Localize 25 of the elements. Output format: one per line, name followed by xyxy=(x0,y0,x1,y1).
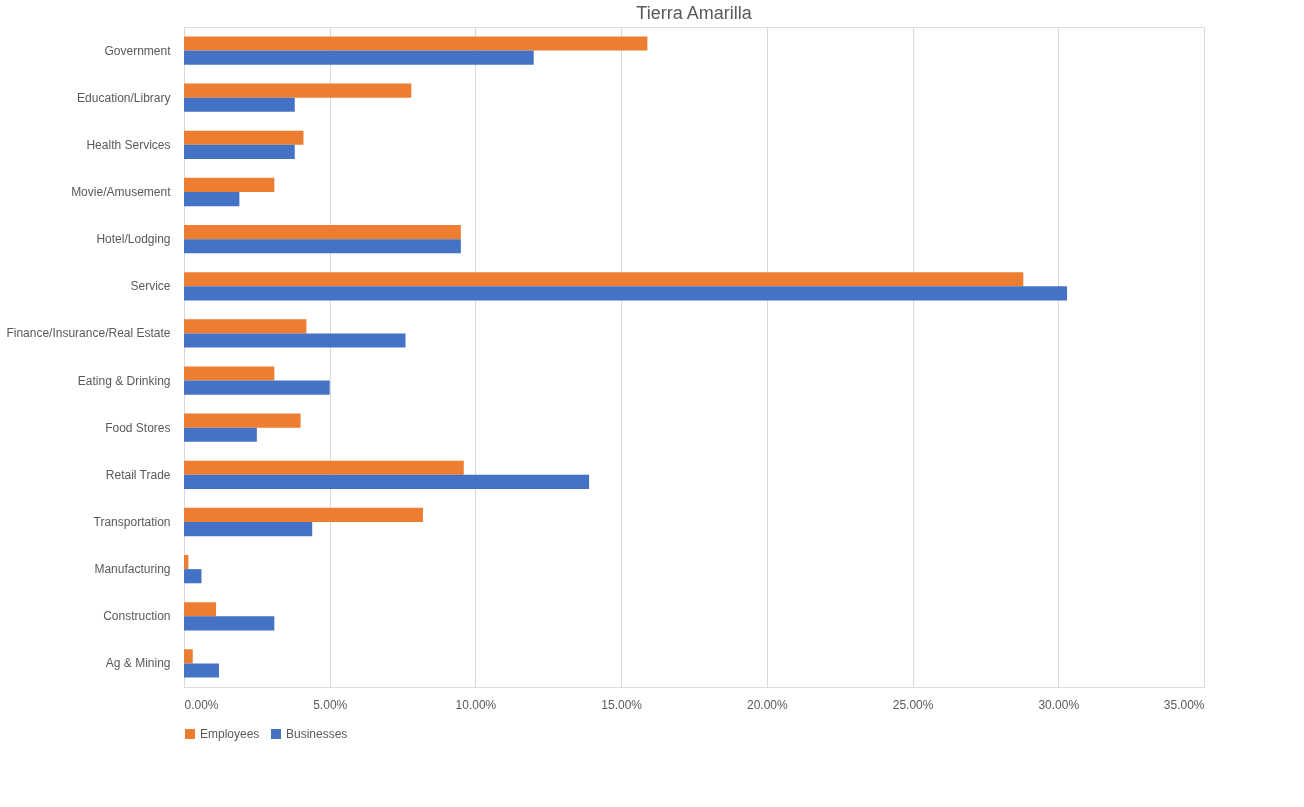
chart-title: Tierra Amarilla xyxy=(636,3,753,23)
y-tick-label: Manufacturing xyxy=(94,562,171,577)
legend-label: Businesses xyxy=(286,727,348,741)
y-tick-label: Finance/Insurance/Real Estate xyxy=(6,326,171,341)
y-tick-label: Construction xyxy=(103,609,171,624)
x-tick-label: 5.00% xyxy=(313,697,348,712)
y-tick-label: Ag & Mining xyxy=(105,656,171,671)
y-tick-label: Health Services xyxy=(86,137,171,152)
y-tick-label: Eating & Drinking xyxy=(77,373,171,388)
y-tick-label: Retail Trade xyxy=(105,467,171,482)
legend-label: Employees xyxy=(200,727,260,741)
x-tick-label: 15.00% xyxy=(601,697,643,712)
y-tick-label: Education/Library xyxy=(77,90,171,105)
x-tick-label: 35.00% xyxy=(1163,697,1205,712)
x-tick-label: 25.00% xyxy=(892,697,934,712)
y-tick-label: Food Stores xyxy=(105,420,171,435)
y-tick-label: Transportation xyxy=(93,515,171,529)
x-tick-label: 10.00% xyxy=(455,697,497,712)
x-tick-label: 20.00% xyxy=(747,697,789,712)
y-tick-label: Service xyxy=(130,279,171,294)
y-tick-label: Movie/Amusement xyxy=(71,185,172,199)
y-tick-label: Government xyxy=(104,43,172,58)
y-tick-label: Hotel/Lodging xyxy=(96,232,171,247)
x-tick-label: 30.00% xyxy=(1038,697,1080,712)
x-tick-label: 0.00% xyxy=(184,697,219,712)
